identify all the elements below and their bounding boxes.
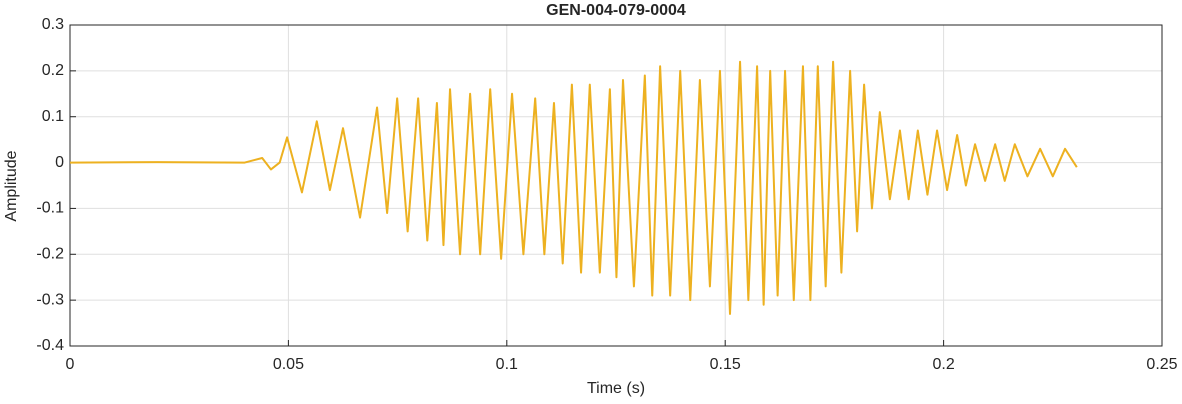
x-tick-label: 0.25 [1146, 356, 1177, 373]
axes-box [69, 24, 1163, 347]
y-tick-label: 0.3 [42, 16, 64, 33]
y-tick-label: -0.3 [36, 291, 64, 308]
x-tick-label: 0 [66, 356, 75, 373]
plot-area [70, 25, 1162, 346]
y-tick-label: 0 [55, 154, 64, 171]
y-axis-label: Amplitude [3, 150, 20, 221]
y-tick-label: -0.4 [36, 337, 64, 354]
x-tick-label: 0.1 [496, 356, 518, 373]
y-tick-label: -0.1 [36, 200, 64, 217]
x-tick-label: 0.15 [710, 356, 741, 373]
x-tick-label: 0.05 [273, 356, 304, 373]
y-tick-label: 0.2 [42, 62, 64, 79]
y-tick-label: 0.1 [42, 108, 64, 125]
chart-title: GEN-004-079-0004 [546, 2, 686, 19]
x-tick-label: 0.2 [932, 356, 954, 373]
x-axis-label: Time (s) [587, 380, 645, 397]
waveform-line [69, 60, 1078, 315]
y-tick-label: -0.2 [36, 246, 64, 263]
